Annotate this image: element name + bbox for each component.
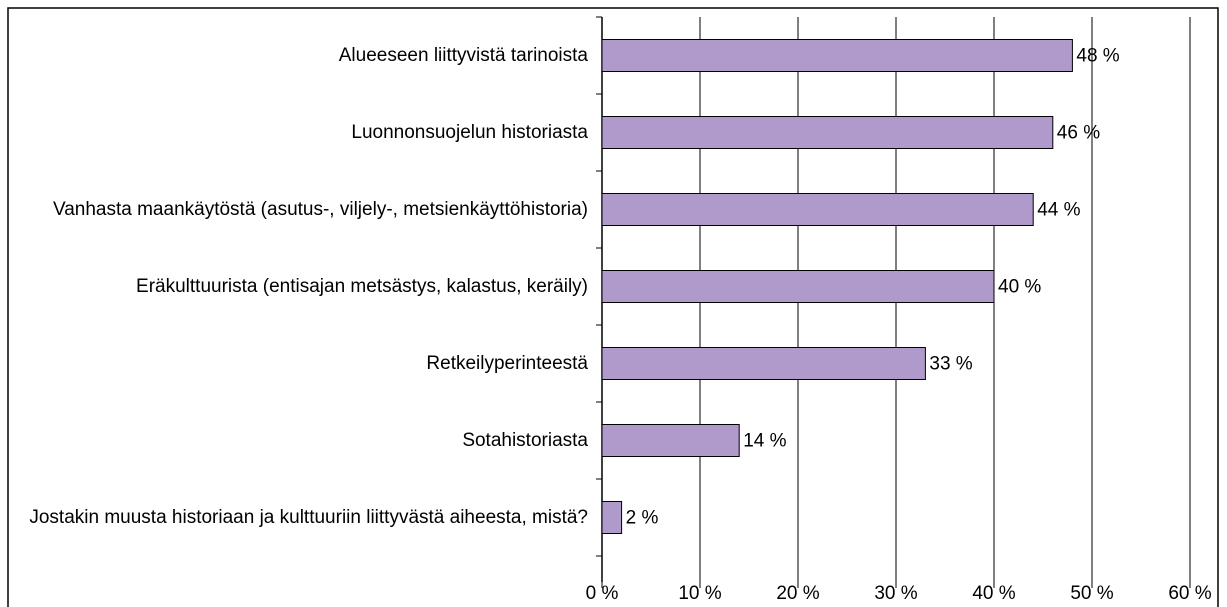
category-label: Retkeilyperinteestä: [426, 352, 588, 374]
bar: [601, 39, 1073, 72]
x-tick-label: 60 %: [1168, 583, 1211, 604]
category-label-box: Vanhasta maankäytöstä (asutus-, viljely-…: [0, 171, 588, 248]
bar: [601, 193, 1034, 226]
category-label-box: Retkeilyperinteestä: [0, 325, 588, 402]
bar: [601, 347, 926, 380]
value-label: 46 %: [1057, 123, 1100, 144]
x-tick-label: 30 %: [874, 583, 917, 604]
x-tick-label: 40 %: [972, 583, 1015, 604]
category-label-box: Alueeseen liittyvistä tarinoista: [0, 17, 588, 94]
category-label: Sotahistoriasta: [462, 429, 588, 451]
value-label: 33 %: [929, 354, 972, 375]
bar: [601, 501, 623, 534]
bar: [601, 424, 740, 457]
category-label-box: Luonnonsuojelun historiasta: [0, 94, 588, 171]
category-label: Jostakin muusta historiaan ja kulttuurii…: [29, 506, 588, 528]
value-label: 44 %: [1037, 200, 1080, 221]
x-tick-label: 10 %: [678, 583, 721, 604]
value-label: 48 %: [1076, 46, 1119, 67]
bar: [601, 270, 995, 303]
category-label: Alueeseen liittyvistä tarinoista: [338, 44, 588, 66]
bar: [601, 116, 1054, 149]
x-tick-label: 20 %: [776, 583, 819, 604]
value-label: 40 %: [998, 277, 1041, 298]
category-label-box: Sotahistoriasta: [0, 402, 588, 479]
value-label: 14 %: [743, 431, 786, 452]
category-label-box: Jostakin muusta historiaan ja kulttuurii…: [0, 479, 588, 556]
frame: [7, 7, 1219, 607]
x-tick-label: 0 %: [586, 583, 619, 604]
category-label: Vanhasta maankäytöstä (asutus-, viljely-…: [52, 198, 588, 220]
x-tick-label: 50 %: [1070, 583, 1113, 604]
category-label-box: Eräkulttuurista (entisajan metsästys, ka…: [0, 248, 588, 325]
category-label: Luonnonsuojelun historiasta: [351, 121, 588, 143]
value-label: 2 %: [626, 508, 659, 529]
category-label: Eräkulttuurista (entisajan metsästys, ka…: [136, 275, 588, 297]
